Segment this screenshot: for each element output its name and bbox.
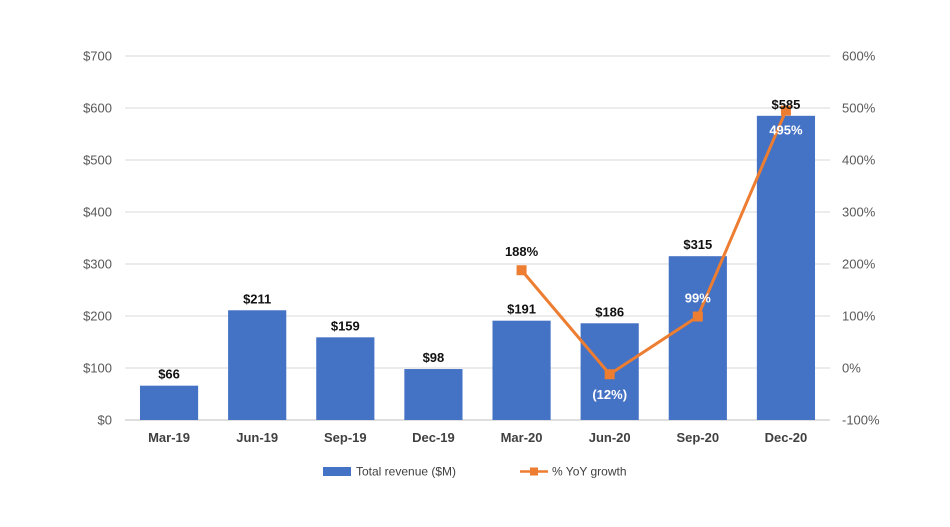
growth-marker: [604, 369, 615, 380]
left-tick-label: $600: [83, 101, 112, 116]
legend-bar-swatch: [323, 467, 351, 476]
right-tick-label: 300%: [842, 205, 876, 220]
x-tick-label: Sep-19: [324, 430, 367, 445]
x-tick-label: Mar-19: [148, 430, 190, 445]
legend-label-revenue: Total revenue ($M): [356, 465, 456, 479]
x-tick-label: Sep-20: [676, 430, 719, 445]
growth-line: [520, 110, 788, 376]
revenue-label: $315: [683, 237, 712, 252]
revenue-label: $159: [331, 318, 360, 333]
left-y-axis: $0 $100 $200 $300 $400 $500 $600 $700: [83, 49, 112, 428]
right-tick-label: 400%: [842, 153, 876, 168]
left-tick-label: $700: [83, 49, 112, 64]
revenue-bar: [139, 385, 199, 420]
yoy-growth-line: [516, 105, 791, 380]
revenue-bars: [139, 115, 816, 421]
left-tick-label: $500: [83, 153, 112, 168]
revenue-label: $211: [243, 291, 271, 306]
left-tick-label: $200: [83, 309, 112, 324]
revenue-label: $585: [771, 97, 800, 112]
revenue-bar: [492, 320, 551, 420]
right-tick-label: 500%: [842, 101, 876, 116]
right-tick-label: 0%: [842, 361, 861, 376]
left-tick-label: $0: [98, 413, 112, 428]
revenue-bar: [404, 369, 463, 420]
x-tick-label: Jun-19: [236, 430, 278, 445]
legend: Total revenue ($M) % YoY growth: [323, 465, 627, 479]
x-tick-label: Dec-20: [765, 430, 808, 445]
revenue-bar: [228, 310, 287, 420]
x-tick-label: Mar-20: [501, 430, 543, 445]
left-tick-label: $400: [83, 205, 112, 220]
growth-label: 495%: [769, 123, 803, 138]
right-y-axis: -100% 0% 100% 200% 300% 400% 500% 600%: [842, 49, 880, 428]
left-tick-label: $300: [83, 257, 112, 272]
revenue-bar: [756, 115, 816, 421]
x-tick-label: Dec-19: [412, 430, 455, 445]
growth-label: 188%: [505, 244, 539, 259]
growth-marker: [780, 105, 791, 116]
revenue-label: $98: [423, 350, 445, 365]
legend-label-growth: % YoY growth: [552, 465, 627, 479]
x-tick-label: Jun-20: [589, 430, 631, 445]
growth-label: (12%): [592, 387, 627, 402]
growth-data-labels: 188% (12%) 99% 495%: [505, 123, 803, 403]
left-tick-label: $100: [83, 361, 112, 376]
growth-marker: [692, 311, 703, 322]
revenue-label: $186: [595, 304, 624, 319]
revenue-bar: [316, 337, 375, 420]
growth-marker: [516, 265, 527, 276]
revenue-data-labels: $66 $211 $159 $98 $191 $186 $315 $585: [158, 97, 800, 382]
legend-line-marker: [530, 467, 538, 476]
right-tick-label: 600%: [842, 49, 876, 64]
x-axis: Mar-19 Jun-19 Sep-19 Dec-19 Mar-20 Jun-20 Sep-…: [148, 430, 807, 445]
revenue-bar: [668, 256, 727, 420]
revenue-label: $66: [158, 367, 180, 382]
revenue-label: $191: [507, 302, 536, 317]
right-tick-label: 200%: [842, 257, 876, 272]
growth-label: 99%: [685, 291, 711, 306]
right-tick-label: -100%: [842, 413, 880, 428]
right-tick-label: 100%: [842, 309, 876, 324]
